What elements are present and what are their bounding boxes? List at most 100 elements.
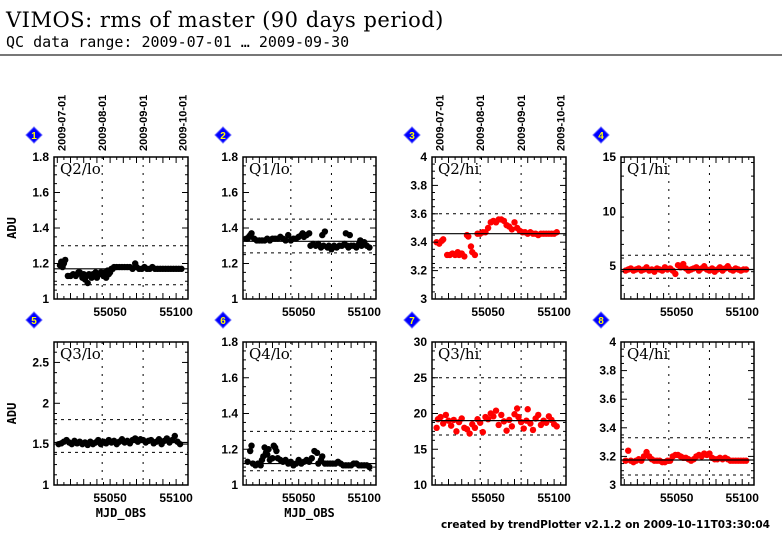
panel-label: Q3/lo xyxy=(60,345,101,363)
panel-badge-icon xyxy=(214,126,232,144)
x-tick-label: 55100 xyxy=(537,491,571,505)
y-tick-label: 3 xyxy=(609,478,616,492)
x-tick-label: 55050 xyxy=(660,491,694,505)
data-point xyxy=(366,463,373,471)
panel-badge-icon xyxy=(592,311,610,329)
data-point xyxy=(506,416,513,424)
x-tick-label: 55050 xyxy=(471,491,505,505)
data-point xyxy=(484,224,492,232)
y-tick-label: 3.2 xyxy=(410,264,427,278)
data-point xyxy=(479,428,487,436)
y-tick-label: 1.2 xyxy=(221,442,238,456)
panel-5: 5 1 1.5 2 2.5 55050 55100 Q3/lo ADU MJD_OBS xyxy=(5,311,193,521)
y-tick-label: 3.6 xyxy=(599,392,616,406)
data-point xyxy=(248,230,255,237)
y-tick-label: 5 xyxy=(609,259,616,273)
y-tick-label: 15 xyxy=(603,150,617,164)
y-tick-label: 20 xyxy=(414,407,428,421)
x-axis-title: MJD_OBS xyxy=(284,506,335,521)
data-point xyxy=(282,237,289,244)
y-tick-label: 2 xyxy=(42,396,49,410)
panel-badge-number: 7 xyxy=(409,316,415,327)
y-tick-label: 1 xyxy=(231,478,238,492)
data-point xyxy=(84,279,91,287)
date-tick-label: 2009-10-01 xyxy=(556,95,568,151)
data-point xyxy=(264,451,271,458)
y-tick-label: 1.6 xyxy=(221,371,238,385)
data-point xyxy=(508,423,516,430)
header-divider xyxy=(0,54,782,56)
y-tick-label: 1.4 xyxy=(32,221,49,235)
panel-badge-icon xyxy=(403,311,421,329)
panel-badge-number: 8 xyxy=(598,316,604,327)
panel-3: 3 3 3.2 3.4 3.6 3.8 4 55050 55100 Q2/hi 2009-07-01… xyxy=(403,95,571,319)
y-tick-label: 1.2 xyxy=(32,257,49,271)
y-tick-label: 1.4 xyxy=(221,221,238,235)
data-point xyxy=(553,229,560,236)
plot-frame xyxy=(431,156,567,300)
x-tick-label: 55100 xyxy=(537,305,571,319)
y-tick-label: 3.8 xyxy=(410,178,427,192)
data-point xyxy=(285,231,292,239)
panel-badge-icon xyxy=(25,311,43,329)
data-point xyxy=(265,446,272,453)
panel-label: Q2/hi xyxy=(438,160,480,178)
panel-badge-number: 3 xyxy=(409,131,415,142)
y-tick-label: 10 xyxy=(603,205,617,219)
data-point xyxy=(513,405,521,412)
data-point xyxy=(553,423,560,430)
x-tick-label: 55100 xyxy=(726,305,760,319)
panel-label: Q1/lo xyxy=(249,160,290,178)
data-point xyxy=(535,411,542,419)
data-point xyxy=(511,219,518,226)
panel-badge-icon xyxy=(592,126,610,144)
x-tick-label: 55100 xyxy=(726,491,760,505)
page-title: VIMOS: rms of master (90 days period) xyxy=(6,8,444,32)
x-tick-label: 55100 xyxy=(348,305,382,319)
data-point xyxy=(155,436,163,443)
y-tick-label: 1.8 xyxy=(221,150,238,164)
data-point xyxy=(492,407,500,414)
data-point xyxy=(440,420,447,427)
x-tick-label: 55100 xyxy=(348,491,382,505)
data-point xyxy=(437,413,444,421)
date-tick-label: 2009-07-01 xyxy=(434,95,446,151)
data-point xyxy=(520,425,527,432)
panel-1: 1 1 1.2 1.4 1.6 1.8 55050 55100 Q2/lo 2009-07-01 2… xyxy=(5,95,193,319)
data-point xyxy=(471,251,479,259)
y-tick-label: 1.5 xyxy=(32,437,49,451)
data-point xyxy=(62,256,69,264)
x-tick-label: 55050 xyxy=(282,305,316,319)
data-point xyxy=(171,432,178,440)
y-tick-label: 1.8 xyxy=(32,150,49,164)
y-tick-label: 1 xyxy=(42,292,49,306)
data-point xyxy=(313,449,321,457)
data-point xyxy=(346,231,353,239)
y-tick-label: 4 xyxy=(420,150,427,164)
data-point xyxy=(447,422,455,429)
y-tick-label: 3.4 xyxy=(410,235,427,249)
y-tick-label: 3.6 xyxy=(410,207,427,221)
panel-badge-number: 6 xyxy=(220,316,226,327)
y-tick-label: 2.5 xyxy=(32,355,49,369)
y-tick-label: 25 xyxy=(414,371,428,385)
panel-badge-number: 2 xyxy=(220,131,226,142)
x-tick-label: 55050 xyxy=(93,305,127,319)
data-point xyxy=(467,243,475,250)
x-tick-label: 55050 xyxy=(282,491,316,505)
data-point xyxy=(498,411,505,419)
y-tick-label: 1.6 xyxy=(32,186,49,200)
data-point xyxy=(308,454,315,462)
data-point xyxy=(305,230,313,237)
data-point xyxy=(366,244,373,251)
plot-frame xyxy=(53,341,189,486)
y-axis-title: ADU xyxy=(5,217,19,239)
y-tick-label: 1.4 xyxy=(221,407,238,421)
data-point xyxy=(273,447,280,455)
data-point xyxy=(269,454,276,462)
date-tick-label: 2009-08-01 xyxy=(475,95,487,151)
data-point xyxy=(622,457,629,464)
x-tick-label: 55100 xyxy=(159,491,193,505)
panel-badge-number: 5 xyxy=(31,316,37,327)
